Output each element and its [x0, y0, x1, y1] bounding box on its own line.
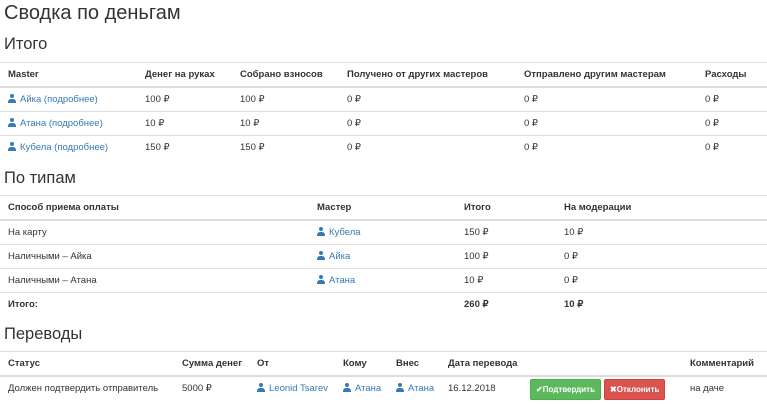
master-name: Атана: [329, 275, 356, 286]
cash: 100 ₽: [145, 94, 170, 105]
transfers-heading: Переводы: [4, 325, 83, 343]
summary-row: Итого: 260 ₽ 10 ₽: [0, 292, 767, 316]
user-icon: [396, 383, 404, 392]
to-name: Атана: [355, 383, 382, 394]
col-header: Итого: [456, 195, 556, 221]
table-row: Наличными – Атана Атана 10 ₽ 0 ₽: [0, 268, 767, 293]
col-header: На модерации: [556, 195, 767, 221]
col-header: Внес: [388, 351, 440, 377]
reject-button[interactable]: ✖Отклонить: [604, 379, 666, 400]
received: 0 ₽: [339, 111, 516, 136]
master-name: Айка: [329, 251, 351, 262]
received: 0 ₽: [339, 135, 516, 159]
status: Должен подтвердить отправитель: [8, 383, 159, 394]
master-name: Кубела (подробнее): [20, 142, 109, 153]
by-name: Атана: [408, 383, 435, 394]
user-icon: [8, 142, 16, 151]
col-header: [522, 351, 682, 377]
col-header: Кому: [335, 351, 388, 377]
col-header: От: [249, 351, 335, 377]
user-icon: [343, 383, 351, 392]
table-row: Кубела (подробнее) 150 ₽ 150 ₽ 0 ₽ 0 ₽ 0…: [0, 135, 767, 159]
table-row: Айка (подробнее) 100 ₽ 100 ₽ 0 ₽ 0 ₽ 0 ₽: [0, 87, 767, 112]
summary-moderation: 10 ₽: [556, 292, 767, 316]
total: 150 ₽: [464, 227, 489, 238]
user-icon: [317, 251, 325, 260]
total: 10 ₽: [456, 268, 556, 293]
comment: на даче: [690, 383, 725, 394]
table-row: Должен подтвердить отправитель 5000 ₽ Le…: [0, 376, 767, 400]
col-header: Комментарий: [682, 351, 767, 377]
cash: 150 ₽: [137, 135, 232, 159]
totals-table: Master Денег на руках Собрано взносов По…: [0, 62, 767, 159]
collected: 10 ₽: [232, 111, 339, 136]
user-icon: [8, 118, 16, 127]
master-name: Атана (подробнее): [20, 118, 103, 129]
summary-label: Итого:: [0, 292, 309, 316]
collected: 100 ₽: [240, 94, 265, 105]
by-type-table: Способ приема оплаты Мастер Итого На мод…: [0, 195, 767, 316]
user-icon: [317, 227, 325, 236]
expenses: 0 ₽: [697, 111, 767, 136]
master-name: Айка (подробнее): [20, 94, 98, 105]
cash: 10 ₽: [137, 111, 232, 136]
amount: 5000 ₽: [182, 383, 212, 394]
by-link[interactable]: Атана: [396, 383, 434, 394]
method: Наличными – Айка: [0, 244, 309, 269]
received: 0 ₽: [347, 94, 361, 105]
expenses: 0 ₽: [697, 135, 767, 159]
moderation: 0 ₽: [556, 244, 767, 269]
sent: 0 ₽: [516, 135, 697, 159]
col-header: Дата перевода: [440, 351, 522, 377]
master-link[interactable]: Айка: [317, 251, 350, 262]
col-header: Master: [0, 62, 137, 88]
master-link[interactable]: Кубела (подробнее): [8, 142, 108, 153]
summary-total: 260 ₽: [456, 292, 556, 316]
sent: 0 ₽: [516, 111, 697, 136]
action-buttons: ✔Подтвердить ✖Отклонить: [530, 379, 666, 400]
page-title: Сводка по деньгам: [4, 2, 181, 24]
to-link[interactable]: Атана: [343, 383, 381, 394]
col-header: Отправлено другим мастерам: [516, 62, 697, 88]
col-header: Мастер: [309, 195, 456, 221]
col-header: Расходы: [697, 62, 767, 88]
col-header: Способ приема оплаты: [0, 195, 309, 221]
sent: 0 ₽: [524, 94, 538, 105]
moderation: 0 ₽: [556, 268, 767, 293]
method: На карту: [8, 227, 47, 238]
totals-heading: Итого: [4, 35, 48, 53]
master-link[interactable]: Айка (подробнее): [8, 94, 98, 105]
by-type-heading: По типам: [4, 169, 76, 187]
from-link[interactable]: Leonid Tsarev: [257, 383, 328, 394]
from-name: Leonid Tsarev: [269, 383, 328, 394]
table-row: Атана (подробнее) 10 ₽ 10 ₽ 0 ₽ 0 ₽ 0 ₽: [0, 111, 767, 136]
expenses: 0 ₽: [705, 94, 719, 105]
table-row: На карту Кубела 150 ₽ 10 ₽: [0, 220, 767, 245]
col-header: Статус: [0, 351, 174, 377]
master-name: Кубела: [329, 227, 361, 238]
table-row: Наличными – Айка Айка 100 ₽ 0 ₽: [0, 244, 767, 269]
col-header: Сумма денег: [174, 351, 249, 377]
confirm-button[interactable]: ✔Подтвердить: [530, 379, 602, 400]
moderation: 10 ₽: [564, 227, 584, 238]
method: Наличными – Атана: [0, 268, 309, 293]
master-link[interactable]: Кубела: [317, 227, 361, 238]
col-header: Денег на руках: [137, 62, 232, 88]
collected: 150 ₽: [232, 135, 339, 159]
col-header: Получено от других мастеров: [339, 62, 516, 88]
transfers-table: Статус Сумма денег От Кому Внес Дата пер…: [0, 351, 767, 400]
total: 100 ₽: [456, 244, 556, 269]
user-icon: [257, 383, 265, 392]
date: 16.12.2018: [448, 383, 496, 394]
user-icon: [8, 94, 16, 103]
master-link[interactable]: Атана: [317, 275, 355, 286]
master-link[interactable]: Атана (подробнее): [8, 118, 103, 129]
user-icon: [317, 275, 325, 284]
col-header: Собрано взносов: [232, 62, 339, 88]
